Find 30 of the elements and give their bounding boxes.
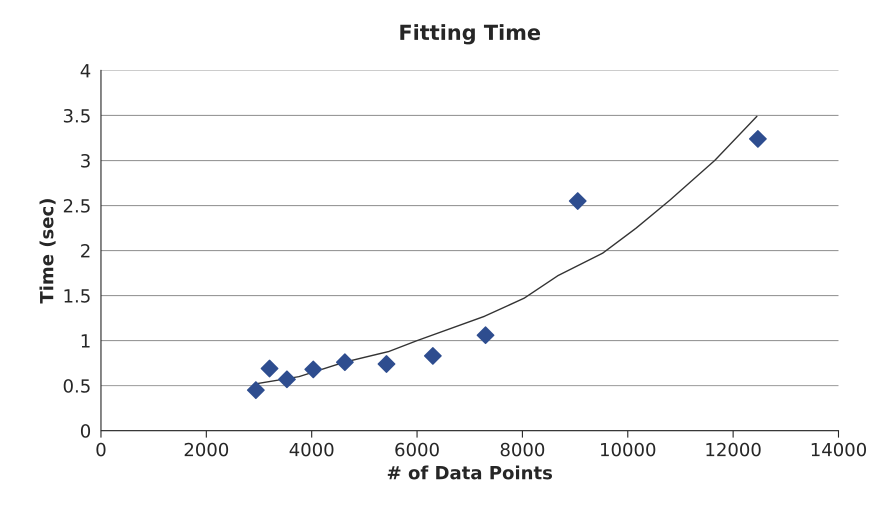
point [336,353,354,372]
point [748,130,767,148]
x-tick-label: 10000 [601,442,656,456]
point [424,347,442,365]
point [260,360,278,378]
x-axis-title: # of Data Points [388,465,552,480]
point [476,326,494,344]
x-tick-label: 14000 [812,442,866,456]
y-tick-label: 2 [81,244,90,258]
y-tick-label: 0.5 [64,379,90,393]
x-tick-label: 12000 [706,442,761,456]
x-tick-label: 6000 [395,442,439,456]
x-tick-label: 0 [96,442,106,456]
y-axis-title: Time (sec) [40,199,56,304]
chart-title: Fitting Time [400,24,540,44]
point [246,381,265,400]
y-tick-label: 0 [80,424,90,438]
point [568,192,587,210]
y-tick-label: 2.5 [64,198,90,213]
y-tick-label: 3 [81,154,90,168]
point [304,360,322,378]
x-tick-label: 8000 [500,442,544,456]
y-tick-label: 4 [80,64,90,78]
point [378,355,396,373]
point [278,370,296,388]
y-tick-label: 1 [82,334,90,348]
x-tick-label: 4000 [290,442,334,456]
x-tick-label: 2000 [184,442,228,456]
y-tick-label: 3.5 [64,108,90,123]
y-tick-label: 1.5 [64,289,90,303]
